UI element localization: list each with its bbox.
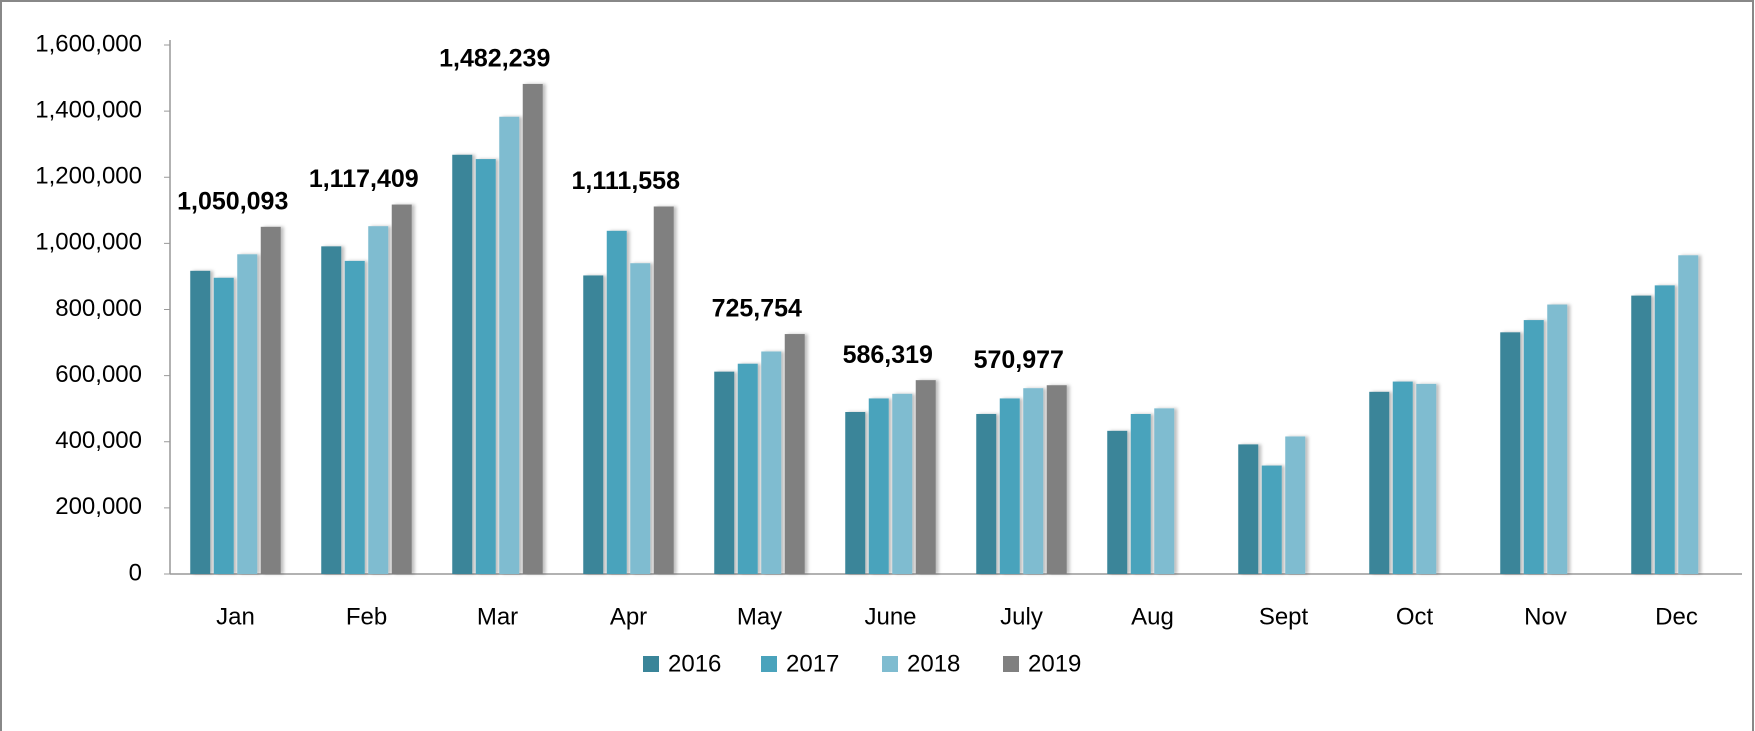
bar xyxy=(845,411,866,574)
bar xyxy=(1107,430,1128,574)
bar xyxy=(761,351,782,574)
bar xyxy=(868,398,889,574)
legend-swatch xyxy=(643,656,659,672)
legend-swatch xyxy=(761,656,777,672)
bar xyxy=(976,413,997,574)
bar xyxy=(915,380,936,574)
x-tick-label: May xyxy=(737,603,782,630)
bar xyxy=(1631,295,1652,574)
bar xyxy=(583,275,604,574)
legend-swatch xyxy=(882,656,898,672)
bar xyxy=(784,334,805,574)
bar xyxy=(237,254,258,574)
bar xyxy=(391,204,412,575)
bar xyxy=(1654,285,1675,574)
y-tick-label: 1,600,000 xyxy=(35,30,142,57)
x-tick-label: Sept xyxy=(1259,603,1309,630)
bar xyxy=(1046,385,1067,574)
legend-swatch xyxy=(1003,656,1019,672)
bar xyxy=(1369,391,1390,574)
x-tick-label: Apr xyxy=(610,603,647,630)
bar xyxy=(1261,465,1282,574)
legend-label: 2016 xyxy=(668,650,721,677)
bar xyxy=(190,270,211,574)
data-label: 586,319 xyxy=(843,341,933,369)
y-tick-label: 800,000 xyxy=(55,295,142,322)
x-tick-label: June xyxy=(864,603,916,630)
legend-label: 2017 xyxy=(786,650,839,677)
bar xyxy=(737,363,758,574)
data-label: 1,050,093 xyxy=(177,187,288,215)
bar xyxy=(522,83,543,575)
data-label: 570,977 xyxy=(974,346,1064,374)
y-tick-label: 1,400,000 xyxy=(35,96,142,123)
x-tick-label: Mar xyxy=(477,603,518,630)
x-tick-label: July xyxy=(1000,603,1043,630)
x-tick-label: Nov xyxy=(1524,603,1567,630)
bar xyxy=(714,371,735,574)
data-label: 1,117,409 xyxy=(309,165,419,193)
bar xyxy=(1523,320,1544,574)
bar xyxy=(892,393,913,574)
y-tick-label: 200,000 xyxy=(55,493,142,520)
bar xyxy=(344,260,365,574)
bar xyxy=(1392,381,1413,574)
bar xyxy=(321,246,342,574)
y-tick-label: 0 xyxy=(129,559,142,586)
bar xyxy=(1154,408,1175,574)
x-tick-label: Aug xyxy=(1131,603,1174,630)
x-tick-label: Oct xyxy=(1396,603,1434,630)
bar xyxy=(1285,436,1306,574)
legend-label: 2019 xyxy=(1028,650,1081,677)
bar xyxy=(999,398,1020,574)
bar xyxy=(499,116,520,574)
bar xyxy=(1547,304,1568,574)
x-tick-label: Dec xyxy=(1655,603,1698,630)
data-label: 1,111,558 xyxy=(572,167,681,195)
bar xyxy=(1238,444,1259,574)
y-tick-label: 1,000,000 xyxy=(35,229,142,256)
bar xyxy=(368,226,389,574)
y-tick-label: 400,000 xyxy=(55,427,142,454)
bar xyxy=(213,277,234,574)
bar xyxy=(630,263,651,574)
data-label: 1,482,239 xyxy=(439,45,550,73)
y-tick-label: 1,200,000 xyxy=(35,163,142,190)
bar xyxy=(1416,383,1437,574)
bar xyxy=(1023,388,1044,574)
x-tick-label: Feb xyxy=(346,603,387,630)
bar xyxy=(1500,332,1521,574)
data-label: 725,754 xyxy=(712,295,802,323)
bar xyxy=(452,154,473,574)
bar xyxy=(606,230,627,574)
bar xyxy=(653,206,674,574)
y-tick-label: 600,000 xyxy=(55,361,142,388)
bar xyxy=(475,159,496,575)
bar xyxy=(1130,413,1151,574)
bar xyxy=(260,226,281,575)
x-tick-label: Jan xyxy=(216,603,255,630)
legend-label: 2018 xyxy=(907,650,960,677)
bar xyxy=(1678,255,1699,574)
